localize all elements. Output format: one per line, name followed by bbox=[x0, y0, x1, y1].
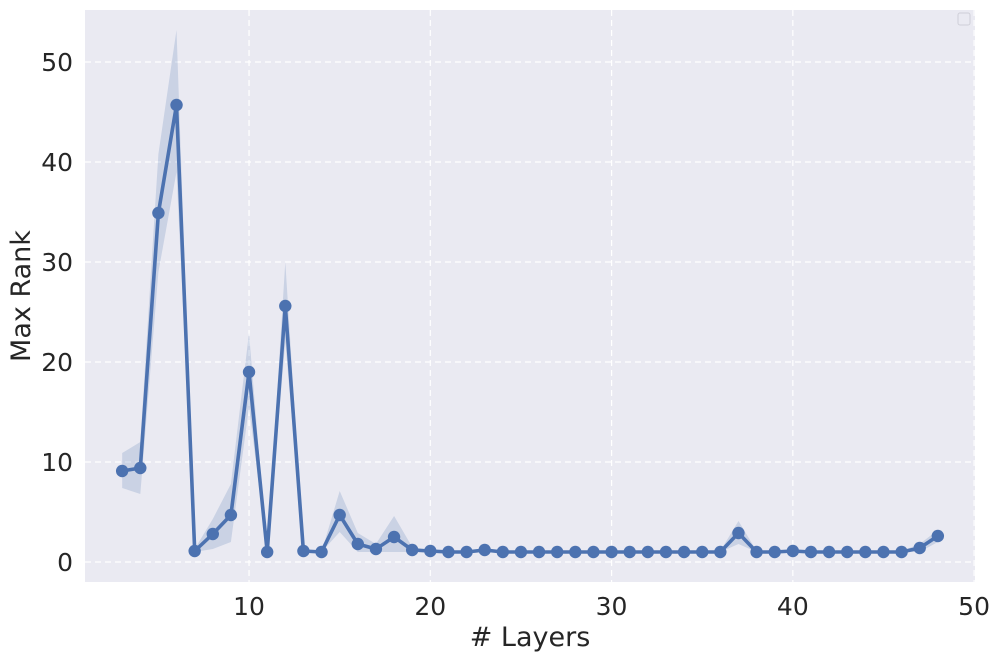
data-point-24 bbox=[496, 545, 510, 559]
y-tick-label-3: 30 bbox=[41, 248, 73, 277]
series-band bbox=[122, 30, 938, 552]
y-tick-label-4: 40 bbox=[41, 148, 73, 177]
data-point-40 bbox=[786, 544, 800, 558]
data-point-13 bbox=[297, 544, 310, 558]
y-tick-label-5: 50 bbox=[41, 48, 73, 77]
x-tick-label-4: 50 bbox=[958, 592, 990, 621]
data-point-18 bbox=[387, 530, 401, 544]
data-point-27 bbox=[550, 545, 564, 559]
data-point-6 bbox=[170, 98, 183, 112]
data-point-39 bbox=[768, 545, 781, 559]
y-tick-labels: 0 10 20 30 40 50 bbox=[41, 48, 73, 577]
data-point-4 bbox=[134, 461, 147, 475]
data-point-30 bbox=[605, 545, 618, 559]
data-point-23 bbox=[478, 543, 491, 557]
data-point-45 bbox=[877, 545, 890, 559]
data-point-10 bbox=[242, 365, 256, 379]
data-point-7 bbox=[188, 544, 201, 558]
data-point-47 bbox=[913, 541, 926, 555]
data-point-22 bbox=[460, 545, 473, 559]
data-point-26 bbox=[532, 545, 546, 559]
x-tick-label-3: 40 bbox=[777, 592, 809, 621]
data-point-8 bbox=[206, 527, 219, 541]
data-point-5 bbox=[152, 206, 165, 220]
data-point-35 bbox=[695, 545, 709, 559]
y-axis-label: Max Rank bbox=[6, 230, 37, 362]
data-point-3 bbox=[115, 464, 129, 478]
data-point-19 bbox=[405, 543, 419, 557]
y-tick-label-0: 0 bbox=[57, 548, 73, 577]
data-point-16 bbox=[351, 537, 365, 551]
y-tick-label-2: 20 bbox=[41, 348, 73, 377]
data-point-28 bbox=[569, 545, 582, 559]
data-point-21 bbox=[442, 545, 455, 559]
data-point-46 bbox=[895, 545, 908, 559]
data-point-17 bbox=[369, 542, 383, 556]
x-tick-label-2: 30 bbox=[596, 592, 628, 621]
data-point-41 bbox=[804, 545, 818, 559]
data-point-25 bbox=[514, 545, 528, 559]
y-tick-label-1: 10 bbox=[41, 448, 73, 477]
series-line-path bbox=[121, 103, 939, 554]
data-point-34 bbox=[677, 545, 691, 559]
confidence-band bbox=[122, 30, 938, 552]
x-tick-label-1: 20 bbox=[414, 592, 446, 621]
data-point-48 bbox=[931, 529, 945, 543]
data-point-11 bbox=[260, 545, 274, 559]
x-axis-label: # Layers bbox=[470, 622, 591, 653]
plot-area bbox=[85, 10, 975, 582]
data-point-44 bbox=[859, 545, 872, 559]
series-line bbox=[121, 103, 939, 554]
data-point-14 bbox=[315, 545, 328, 559]
data-point-31 bbox=[623, 545, 636, 559]
data-point-33 bbox=[659, 545, 673, 559]
data-point-43 bbox=[841, 545, 854, 559]
series-points bbox=[115, 98, 945, 559]
legend-box bbox=[957, 12, 971, 26]
grid bbox=[85, 10, 975, 582]
data-point-42 bbox=[822, 545, 836, 559]
data-point-15 bbox=[333, 508, 346, 522]
data-point-9 bbox=[224, 508, 238, 522]
data-point-37 bbox=[732, 526, 745, 540]
data-point-36 bbox=[714, 545, 727, 559]
legend bbox=[957, 12, 971, 26]
data-point-20 bbox=[424, 544, 437, 558]
x-tick-labels: 10 20 30 40 50 bbox=[233, 592, 990, 621]
x-tick-label-0: 10 bbox=[233, 592, 265, 621]
data-point-32 bbox=[641, 545, 655, 559]
data-point-29 bbox=[587, 545, 600, 559]
data-point-12 bbox=[279, 299, 292, 313]
data-point-38 bbox=[750, 545, 763, 559]
